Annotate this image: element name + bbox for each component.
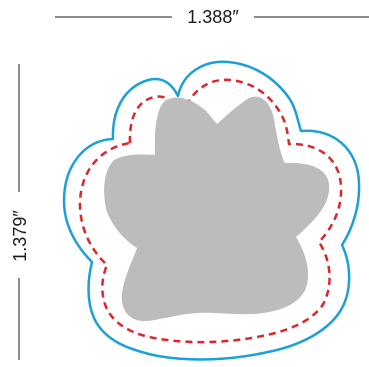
safety-line-dashed (78, 78, 343, 344)
height-dimension: 1.379″ (10, 64, 30, 360)
width-dimension: 1.388″ (55, 7, 369, 27)
width-dimension-label: 1.388″ (187, 7, 239, 27)
height-dimension-label: 1.379″ (10, 210, 30, 262)
paw-artwork (104, 96, 330, 322)
cut-line-outline (62, 60, 361, 361)
